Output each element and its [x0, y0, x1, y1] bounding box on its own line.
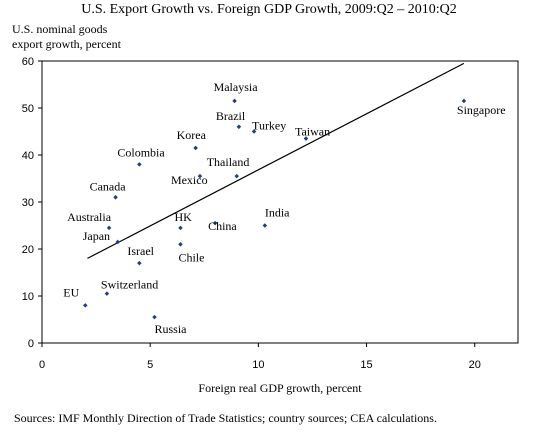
point-label: India — [265, 206, 290, 220]
data-point — [236, 124, 242, 130]
data-point — [178, 242, 183, 247]
data-point — [137, 260, 142, 266]
data-point — [303, 136, 309, 141]
point-label: Thailand — [207, 155, 250, 169]
x-axis-label: Foreign real GDP growth, percent — [198, 381, 362, 395]
point-label: Malaysia — [214, 80, 259, 94]
y-tick-label: 10 — [22, 291, 34, 303]
data-point — [113, 195, 118, 200]
data-point — [152, 314, 157, 320]
point-label: Chile — [178, 250, 204, 264]
x-tick-label: 0 — [39, 359, 45, 371]
data-point — [232, 98, 237, 104]
point-label: Brazil — [216, 109, 246, 123]
data-point — [104, 291, 110, 296]
trendline-layer — [87, 62, 465, 259]
point-label: Colombia — [117, 145, 165, 159]
point-label: Australia — [67, 210, 112, 224]
y-tick-label: 60 — [22, 56, 34, 68]
x-tick-label: 5 — [147, 359, 153, 371]
y-tick-label: 30 — [22, 197, 34, 209]
axes: 0 10 20 30 40 50 60 0 5 10 15 20 — [22, 56, 519, 371]
x-tick-label: 10 — [252, 359, 264, 371]
source-note: Sources: IMF Monthly Direction of Trade … — [14, 411, 437, 425]
chart-title: U.S. Export Growth vs. Foreign GDP Growt… — [81, 2, 457, 17]
y-axis-label-line-2: export growth, percent — [12, 37, 121, 51]
point-label: Mexico — [171, 173, 208, 187]
y-tick-label: 0 — [28, 338, 34, 350]
data-point — [193, 145, 198, 151]
plot-frame — [41, 60, 519, 344]
point-label: Russia — [155, 322, 188, 336]
point-label: Taiwan — [295, 125, 330, 139]
y-tick-label: 50 — [22, 103, 34, 115]
trendline — [87, 62, 465, 259]
y-tick-label: 40 — [22, 150, 34, 162]
data-point — [83, 303, 88, 308]
point-label: Japan — [83, 229, 110, 243]
y-axis-label-line-1: U.S. nominal goods — [12, 22, 108, 36]
point-label: HK — [174, 210, 192, 224]
point-label: Canada — [90, 179, 127, 193]
point-label: Korea — [177, 128, 207, 142]
data-point — [106, 225, 112, 231]
x-tick-label: 15 — [360, 359, 372, 371]
point-label: Switzerland — [101, 278, 158, 292]
points-layer: EU Switzerland Russia Israel Japan Australia C… — [63, 80, 505, 336]
data-point — [178, 225, 183, 231]
point-label: Turkey — [252, 119, 286, 133]
data-point — [262, 223, 268, 228]
x-tick-label: 20 — [469, 359, 481, 371]
point-label: EU — [63, 285, 79, 299]
data-point — [115, 239, 120, 245]
data-point — [137, 162, 142, 167]
point-label: Singapore — [457, 103, 506, 117]
data-point — [234, 173, 239, 179]
point-label: China — [208, 219, 237, 233]
point-label: Israel — [127, 244, 154, 258]
y-tick-label: 20 — [22, 244, 34, 256]
